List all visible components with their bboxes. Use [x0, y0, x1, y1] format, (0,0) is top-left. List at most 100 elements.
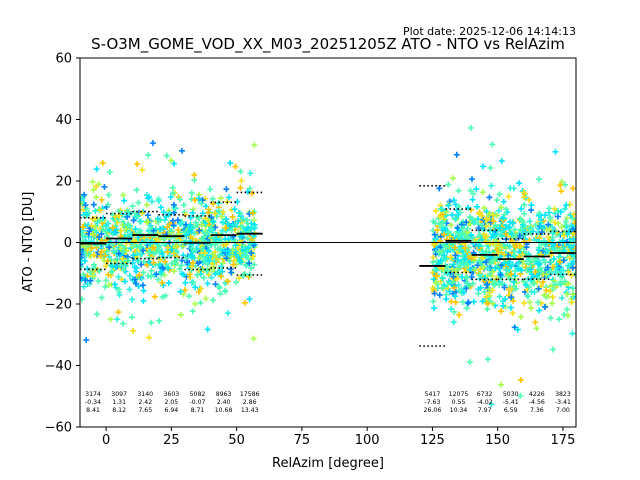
data-point	[205, 206, 212, 213]
data-point	[109, 224, 116, 231]
data-point	[170, 201, 177, 208]
data-point	[102, 283, 109, 290]
data-point	[461, 255, 468, 262]
data-point	[502, 230, 509, 237]
data-point	[163, 152, 170, 159]
data-point	[476, 210, 483, 217]
data-point	[501, 284, 508, 291]
bin-annotation-text: 7.00	[556, 407, 570, 414]
data-point	[191, 197, 198, 204]
data-point	[178, 147, 185, 154]
data-point	[568, 299, 575, 306]
data-point	[190, 279, 197, 286]
data-point	[178, 220, 185, 227]
data-point	[114, 256, 121, 263]
data-point	[191, 172, 198, 179]
data-point	[439, 211, 446, 218]
data-point	[222, 287, 229, 294]
data-point	[510, 297, 517, 304]
data-point	[90, 251, 97, 258]
data-point	[490, 218, 497, 225]
data-point	[474, 203, 481, 210]
data-point	[235, 245, 242, 252]
data-point	[251, 142, 258, 149]
data-point	[209, 251, 216, 258]
data-point	[98, 230, 105, 237]
data-point	[450, 261, 457, 268]
data-point	[139, 282, 146, 289]
data-point	[436, 292, 443, 299]
data-point	[238, 177, 245, 184]
data-point	[188, 195, 195, 202]
data-point	[187, 221, 194, 228]
x-tick-label: 50	[228, 433, 245, 448]
data-point	[202, 220, 209, 227]
data-point	[526, 196, 533, 203]
data-point	[454, 275, 461, 282]
data-point	[93, 183, 100, 190]
data-point	[515, 265, 522, 272]
data-point	[543, 271, 550, 278]
bin-annotation-text: 1.31	[112, 399, 126, 406]
data-point	[237, 249, 244, 256]
bin-annotation-text: -3.41	[555, 399, 571, 406]
data-point	[487, 164, 494, 171]
data-point	[545, 293, 552, 300]
data-point	[218, 238, 225, 245]
data-point	[203, 267, 210, 274]
bin-annotation-text: -0.34	[85, 399, 101, 406]
data-point	[551, 281, 558, 288]
data-point	[505, 252, 512, 259]
data-point	[446, 233, 453, 240]
data-point	[158, 279, 165, 286]
data-point	[215, 283, 222, 290]
bin-annotation-text: 2.42	[138, 399, 152, 406]
data-point	[224, 278, 231, 285]
data-point	[500, 214, 507, 221]
data-point	[463, 219, 470, 226]
data-point	[115, 309, 122, 316]
bin-annotation-text: 17586	[240, 391, 260, 398]
data-point	[157, 204, 164, 211]
data-point	[210, 218, 217, 225]
data-point	[240, 216, 247, 223]
bin-annotation-text: 5030	[503, 391, 519, 398]
data-point	[195, 195, 202, 202]
data-point	[452, 288, 459, 295]
data-point	[83, 205, 90, 212]
data-point	[159, 250, 166, 257]
data-point	[96, 217, 103, 224]
data-point	[526, 218, 533, 225]
data-point	[195, 215, 202, 222]
data-point	[204, 326, 211, 333]
data-point	[470, 280, 477, 287]
bin-annotation-text: 5082	[190, 391, 206, 398]
data-point	[546, 226, 553, 233]
data-point	[556, 316, 563, 323]
bin-annotation-text: 6732	[477, 391, 493, 398]
data-point	[469, 196, 476, 203]
data-point	[444, 281, 451, 288]
data-point	[219, 218, 226, 225]
bin-annotation-text: 3174	[85, 391, 101, 398]
data-point	[198, 200, 205, 207]
data-point	[569, 264, 576, 271]
data-point	[121, 197, 128, 204]
data-point	[448, 305, 455, 312]
data-point	[112, 214, 119, 221]
data-point	[247, 170, 254, 177]
data-point	[475, 242, 482, 249]
data-point	[569, 291, 576, 298]
data-point	[552, 148, 559, 155]
data-point	[107, 316, 114, 323]
data-point	[192, 247, 199, 254]
data-point	[563, 306, 570, 313]
data-point	[480, 163, 487, 170]
data-point	[199, 210, 206, 217]
data-point	[238, 223, 245, 230]
bin-annotation-text: -4.02	[477, 399, 493, 406]
data-point	[132, 225, 139, 232]
data-point	[506, 243, 513, 250]
data-point	[199, 197, 206, 204]
